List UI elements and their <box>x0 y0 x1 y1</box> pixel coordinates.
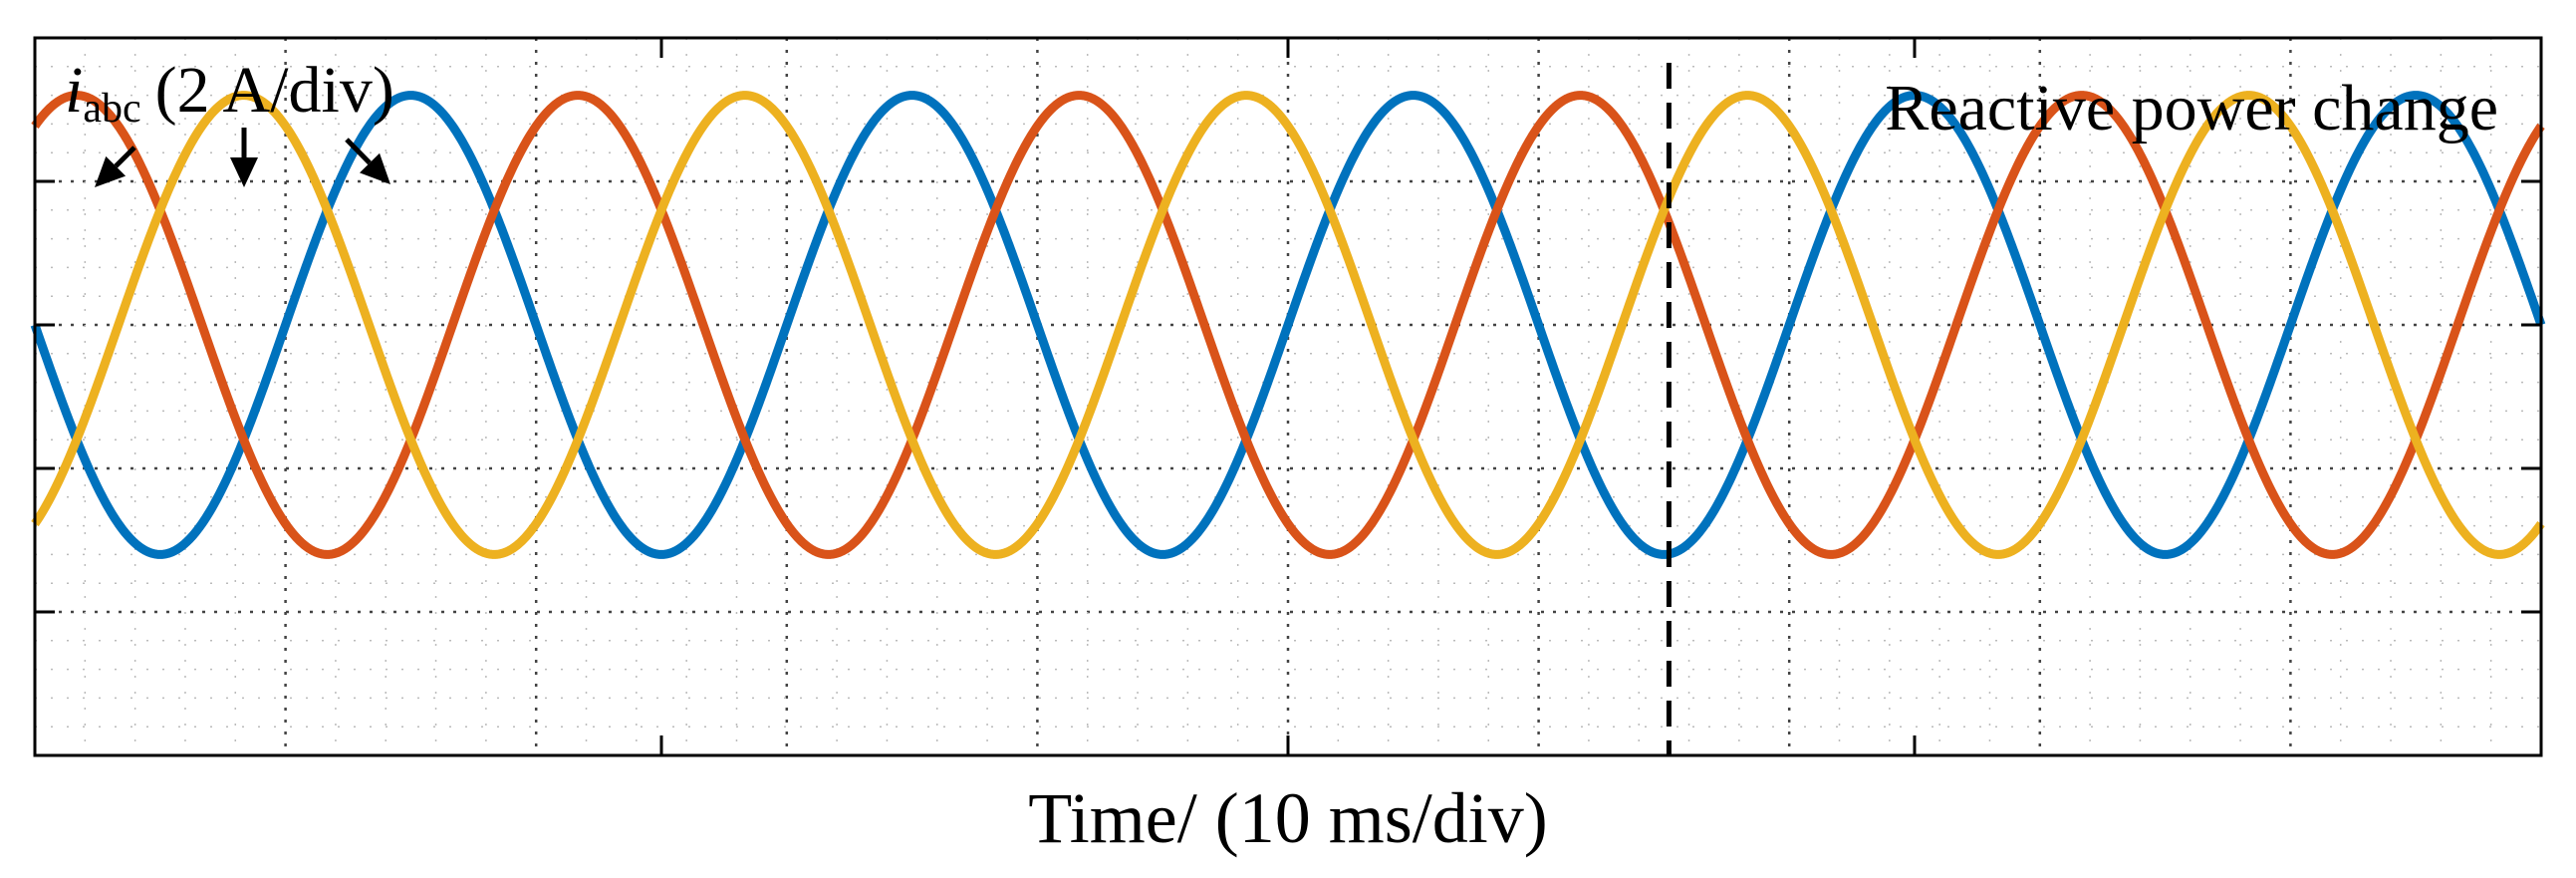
arrow-shaft-2 <box>345 138 372 165</box>
arrow-head-1 <box>230 157 258 187</box>
arrow-head-2 <box>360 152 390 184</box>
signal-subscript: abc <box>83 86 140 132</box>
signal-symbol: i <box>65 54 83 127</box>
trace-series-2 <box>31 91 2545 559</box>
axis-ticks <box>35 38 2541 755</box>
signal-scale: (2 A/div) <box>155 54 394 127</box>
trace-series-1 <box>31 91 2545 559</box>
trace-series-0 <box>30 91 2546 559</box>
arrow-shaft-0 <box>114 146 136 168</box>
series-arrows <box>95 128 390 187</box>
grid-lines <box>35 38 2541 755</box>
event-annotation: Reactive power change <box>1885 72 2498 145</box>
x-axis-label: Time/ (10 ms/div) <box>1028 778 1547 858</box>
signal-label: iabc (2 A/div) <box>65 54 394 132</box>
current-traces <box>30 91 2546 559</box>
arrow-head-0 <box>95 155 127 187</box>
